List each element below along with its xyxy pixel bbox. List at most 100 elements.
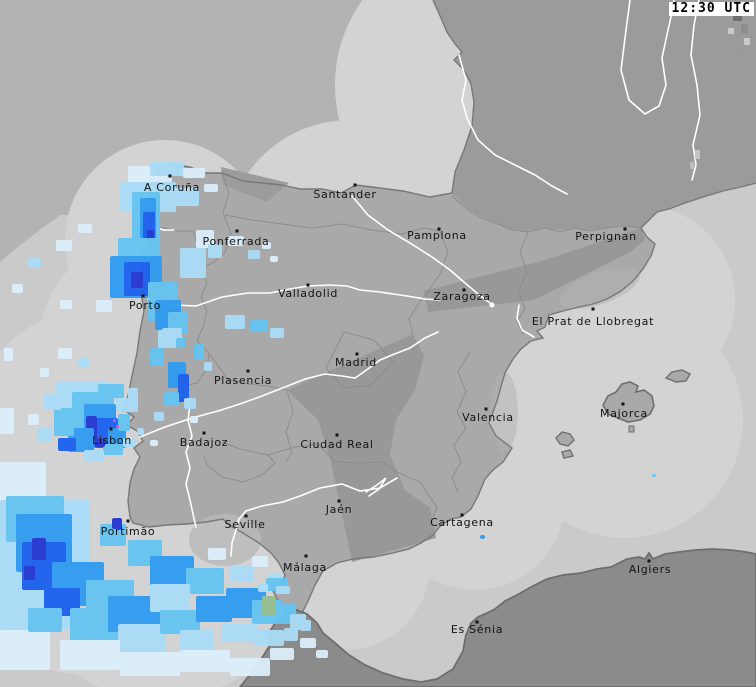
border-aragon-catalonia (516, 231, 529, 335)
precip-cell (137, 428, 144, 435)
precip-cell (254, 630, 284, 646)
radar-gap-wedge-northeast (424, 228, 645, 312)
precip-cell (194, 344, 204, 360)
border-castile-south (208, 352, 288, 391)
radar-gap-wedge-central (287, 334, 436, 562)
cabrera-island (628, 425, 635, 433)
radar-gap-patch-galicia (221, 167, 289, 202)
precip-cell (103, 444, 123, 455)
city-label: Es Sénia (451, 623, 503, 636)
precip-cell (276, 586, 290, 594)
river-garonne (458, 54, 568, 195)
precip-cell (128, 388, 138, 412)
precip-cell (24, 566, 35, 580)
border-cantabrian (224, 214, 441, 235)
precip-cell (100, 524, 126, 546)
city-label: Jaén (325, 503, 353, 516)
precip-cell (131, 272, 143, 288)
precip-cell (12, 284, 23, 293)
precip-cell (164, 392, 179, 406)
city-label: Lisbon (92, 434, 132, 447)
precip-cell (300, 620, 311, 631)
timestamp: 12:30 UTC (668, 2, 754, 16)
precip-cell (150, 440, 158, 446)
city-label: El Prat de Llobregat (532, 315, 654, 328)
ibiza-island (555, 431, 575, 459)
precip-cell (176, 338, 186, 348)
city-label: Majorca (600, 407, 648, 420)
precip-cell (208, 548, 226, 560)
border-castile-east (408, 230, 449, 335)
city-dot (235, 229, 239, 233)
precip-cell (250, 320, 268, 332)
precip-cell (180, 630, 214, 650)
city-label: Plasencia (214, 374, 272, 387)
city-dot (475, 620, 479, 624)
city-dot (168, 174, 172, 178)
precip-cell (186, 568, 224, 594)
city-dot (202, 431, 206, 435)
light-land-barcelona-coast (560, 267, 640, 309)
precip-cell (258, 584, 268, 592)
precip-cell (96, 300, 112, 312)
city-dot (335, 433, 339, 437)
city-label: Santander (313, 188, 376, 201)
city-label: Madrid (335, 356, 377, 369)
precip-cell (178, 374, 189, 402)
border-madrid (325, 331, 394, 389)
minorca-island (664, 369, 691, 383)
precip-cell (108, 428, 126, 448)
city-dot (353, 183, 357, 187)
border-extremadura (285, 389, 294, 463)
precip-cell (222, 624, 258, 642)
city-label: Ciudad Real (300, 438, 373, 451)
precip-cell (40, 368, 49, 377)
precip-cell (225, 315, 245, 329)
precip-cell (183, 168, 205, 178)
precip-cell (230, 658, 270, 676)
river-rhone (690, 0, 701, 181)
precip-cell (284, 628, 298, 641)
border-france (451, 195, 642, 233)
city-label: Zaragoza (433, 290, 490, 303)
river-ebro-delta (516, 304, 535, 338)
precip-cell (58, 348, 72, 359)
city-label: Ponferrada (203, 235, 270, 248)
france-land (433, 0, 756, 231)
precip-cell (32, 538, 46, 560)
precip-cell (180, 248, 206, 278)
city-dot (246, 369, 250, 373)
precip-cell (270, 328, 284, 338)
precip-cell (60, 640, 120, 670)
precip-cell (120, 652, 180, 676)
city-label: Portimão (101, 525, 156, 538)
precip-cell (150, 584, 190, 612)
city-label: Valencia (462, 411, 514, 424)
city-dot (437, 227, 441, 231)
precip-cell (112, 518, 122, 529)
city-labels-layer: A Coruña Santander Ponferrada Pamplona Perpi… (92, 174, 672, 636)
precip-cell (652, 474, 656, 477)
precip-cell (252, 556, 268, 567)
reservoir-dot (489, 302, 495, 308)
city-label: Badajoz (180, 436, 228, 449)
city-label: Cartagena (430, 516, 494, 529)
river-france-loop (620, 0, 675, 115)
city-dot (244, 514, 248, 518)
precip-cell (28, 608, 62, 632)
precip-cell (28, 414, 39, 425)
precip-cell (4, 348, 13, 361)
city-label: Algiers (629, 563, 672, 576)
city-dot (484, 407, 488, 411)
precip-cell (196, 230, 214, 248)
precip-cell (175, 188, 199, 206)
precip-cell (262, 596, 276, 616)
river-guadiana (183, 385, 197, 528)
border-andalusia-spur (203, 454, 276, 483)
precip-cell (116, 425, 119, 428)
precip-cell (54, 408, 74, 436)
city-dot (623, 227, 627, 231)
river-guadalquivir-hook (365, 477, 387, 497)
